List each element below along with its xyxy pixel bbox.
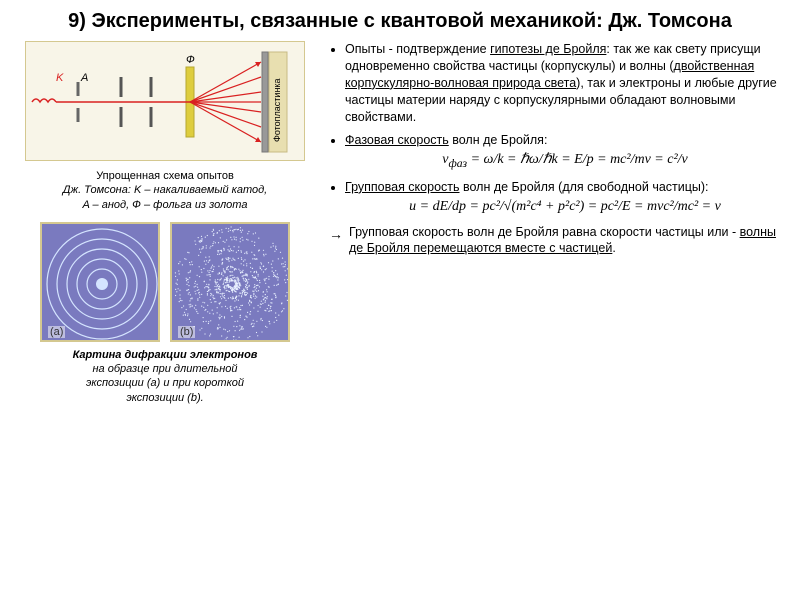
conclusion-text: Групповая скорость волн де Бройля равна … (349, 224, 785, 258)
b3-t: волн де Бройля (для свободной частицы): (460, 180, 709, 194)
pattern-b-label: (b) (178, 326, 195, 338)
label-plate: Фотопластинка (272, 62, 282, 142)
pattern-row: (a) (b) (15, 222, 315, 342)
left-column: K A Ф Фотопластинка Упрощенная схема опы… (15, 41, 315, 415)
cap2-l4: экспозиции (b). (126, 392, 203, 404)
bullet-2: Фазовая скорость волн де Бройля: vфаз = … (345, 132, 785, 171)
formula-group: u = dE/dp = pc²/√(m²c⁴ + p²c²) = pc²/E =… (345, 198, 785, 217)
pattern-caption: Картина дифракции электронов на образце … (15, 348, 315, 405)
bullet-1: Опыты - подтверждение гипотезы де Бройля… (345, 41, 785, 125)
formula-phase: vфаз = ω/k = ℏω/ℏk = E/p = mc²/mv = c²/v (345, 151, 785, 172)
label-a: A (81, 72, 88, 84)
pattern-b: (b) (170, 222, 290, 342)
b1-u1: гипотезы де Бройля (490, 42, 606, 56)
conclusion-row: → Групповая скорость волн де Бройля равн… (325, 224, 785, 258)
right-column: Опыты - подтверждение гипотезы де Бройля… (325, 41, 785, 415)
b4-t1: Групповая скорость волн де Бройля равна … (349, 225, 740, 239)
cap1-line3: A – анод, Ф – фольга из золота (83, 199, 248, 211)
b1-t1: Опыты - подтверждение (345, 42, 490, 56)
schematic-caption: Упрощенная схема опытов Дж. Томсона: K –… (15, 169, 315, 212)
b2-t: волн де Бройля: (449, 133, 548, 147)
cap1-line2: Дж. Томсона: K – накаливаемый катод, (63, 184, 268, 196)
bullet-3: Групповая скорость волн де Бройля (для с… (345, 179, 785, 217)
slide-title: 9) Эксперименты, связанные с квантовой м… (0, 0, 800, 41)
pattern-a-label: (a) (48, 326, 65, 338)
content-row: K A Ф Фотопластинка Упрощенная схема опы… (0, 41, 800, 415)
cap2-l3: экспозиции (a) и при короткой (86, 377, 244, 389)
cap2-l2: на образце при длительной (92, 363, 237, 375)
label-f: Ф (186, 54, 195, 66)
cap2-l1: Картина дифракции электронов (73, 349, 258, 361)
b4-t2: . (612, 241, 615, 255)
b3-u: Групповая скорость (345, 180, 460, 194)
bullet-list: Опыты - подтверждение гипотезы де Бройля… (325, 41, 785, 217)
arrow-icon: → (329, 224, 343, 244)
pattern-a: (a) (40, 222, 160, 342)
label-k: K (56, 72, 63, 84)
b2-u: Фазовая скорость (345, 133, 449, 147)
cap1-line1: Упрощенная схема опытов (96, 170, 234, 182)
schematic-diagram: K A Ф Фотопластинка (25, 41, 305, 161)
